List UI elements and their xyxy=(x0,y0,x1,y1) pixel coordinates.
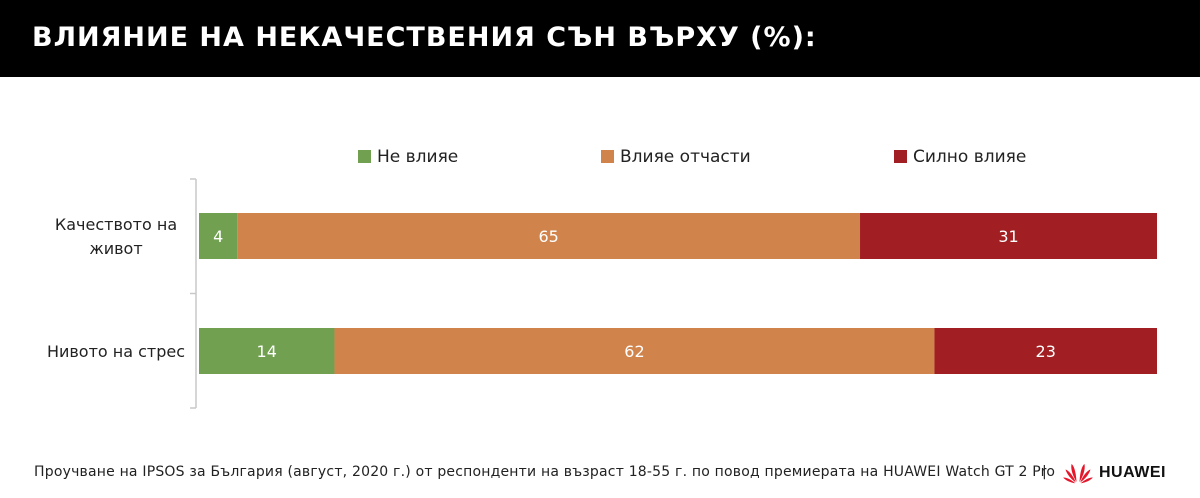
data-label: 65 xyxy=(538,227,558,246)
stacked-bar-chart: Не влияе Влияе отчасти Силно влияе 4 65 31 Кач… xyxy=(47,147,1157,409)
bar-segment xyxy=(199,328,335,374)
category-label: Качеството на живот xyxy=(55,215,177,258)
legend-label: Не влияе xyxy=(377,147,458,167)
bar-segment xyxy=(334,328,935,374)
source-note: Проучване на IPSOS за България (август, … xyxy=(34,464,1056,480)
bar-segment xyxy=(860,213,1157,259)
huawei-logo-icon xyxy=(1063,464,1093,484)
legend-swatch xyxy=(894,150,907,163)
bar-segment xyxy=(237,213,861,259)
data-label: 4 xyxy=(213,227,223,246)
legend-label: Влияе отчасти xyxy=(620,147,751,167)
legend-swatch xyxy=(601,150,614,163)
brand-name: HUAWEI xyxy=(1099,464,1166,481)
footer-separator: | xyxy=(1042,464,1047,480)
legend-label: Силно влияе xyxy=(913,147,1026,167)
data-label: 31 xyxy=(998,227,1018,246)
page-title: ВЛИЯНИЕ НА НЕКАЧЕСТВЕНИЯ СЪН ВЪРХУ (%): xyxy=(32,22,817,53)
category-label: Нивото на стрес xyxy=(47,342,185,361)
bar-segment xyxy=(934,328,1157,374)
data-label: 62 xyxy=(624,342,644,361)
header-bar: ВЛИЯНИЕ НА НЕКАЧЕСТВЕНИЯ СЪН ВЪРХУ (%): xyxy=(0,0,1200,77)
legend-swatch xyxy=(358,150,371,163)
huawei-brand: HUAWEI xyxy=(1062,458,1182,488)
bar-segment xyxy=(199,213,238,259)
data-label: 23 xyxy=(1036,342,1056,361)
data-label: 14 xyxy=(257,342,277,361)
